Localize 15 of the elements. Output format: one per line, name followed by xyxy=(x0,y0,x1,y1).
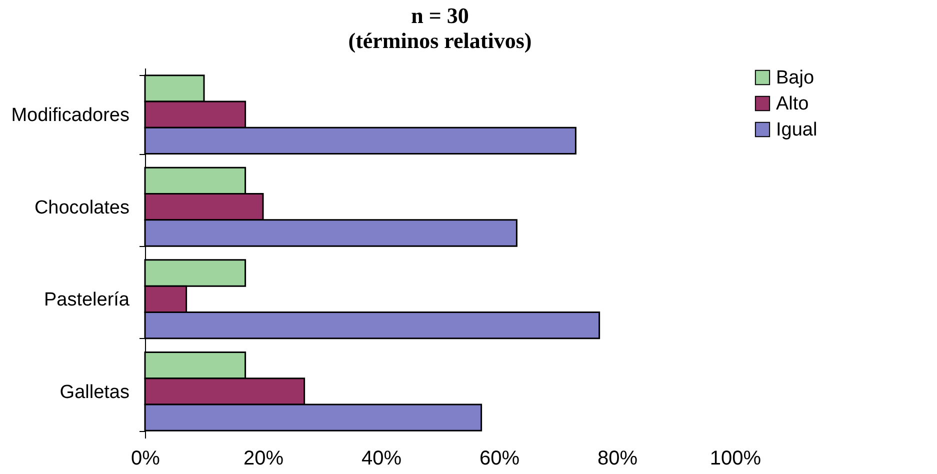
y-tick-label: Modificadores xyxy=(11,105,130,126)
chart-title: n = 30 xyxy=(411,3,469,28)
y-tick-label: Galletas xyxy=(60,382,130,403)
legend-label: Alto xyxy=(776,94,809,114)
x-tick-label: 0% xyxy=(131,448,160,470)
chart-subtitle: (términos relativos) xyxy=(348,28,532,53)
legend-label: Bajo xyxy=(776,68,814,88)
x-tick-label: 40% xyxy=(361,448,402,470)
x-tick-label: 80% xyxy=(597,448,638,470)
x-tick-label: 20% xyxy=(243,448,284,470)
x-tick-label: 100% xyxy=(710,448,762,470)
x-tick-label: 60% xyxy=(479,448,520,470)
legend-label: Igual xyxy=(776,120,818,140)
y-tick-label: Chocolates xyxy=(34,197,130,218)
y-tick-label: Pastelería xyxy=(44,290,130,311)
